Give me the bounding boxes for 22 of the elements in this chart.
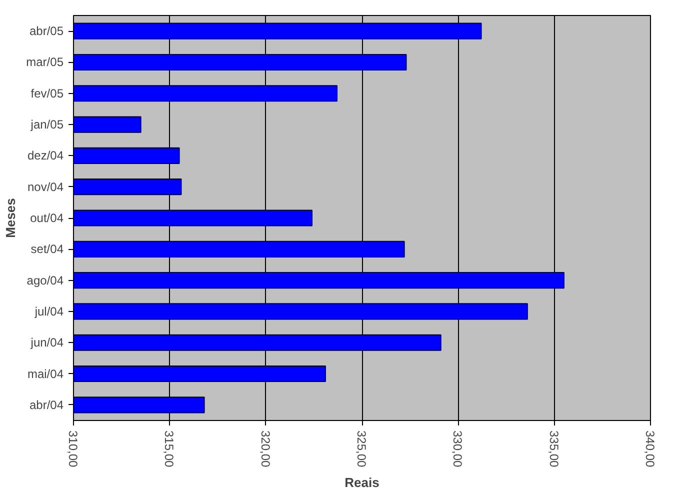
y-tick-label: jan/05 (30, 118, 64, 132)
x-tick-label: 340,00 (643, 430, 657, 468)
y-axis-title: Meses (3, 198, 18, 238)
y-tick-label: jun/04 (30, 336, 64, 350)
x-axis-title: Reais (344, 475, 380, 490)
y-tick-label: mar/05 (26, 55, 64, 70)
x-tick-label: 310,00 (66, 430, 80, 468)
x-tick-label: 315,00 (162, 430, 176, 468)
y-tick-label: abr/05 (29, 24, 64, 38)
y-tick-label: jul/04 (34, 304, 64, 318)
x-tick-label: 320,00 (258, 430, 272, 468)
y-tick-label: ago/04 (26, 273, 64, 288)
y-tick-label: set/04 (30, 242, 64, 256)
x-tick-label: 330,00 (450, 430, 465, 468)
x-tick-label: 325,00 (354, 430, 368, 468)
x-tick-label: 335,00 (546, 430, 561, 468)
y-tick-label: dez/04 (27, 148, 64, 163)
y-tick-label: fev/05 (30, 86, 64, 100)
y-tick-label: nov/04 (27, 180, 64, 194)
y-tick-label: out/04 (30, 211, 64, 225)
y-tick-label: abr/04 (29, 398, 64, 412)
y-tick-label: mai/04 (27, 366, 64, 381)
